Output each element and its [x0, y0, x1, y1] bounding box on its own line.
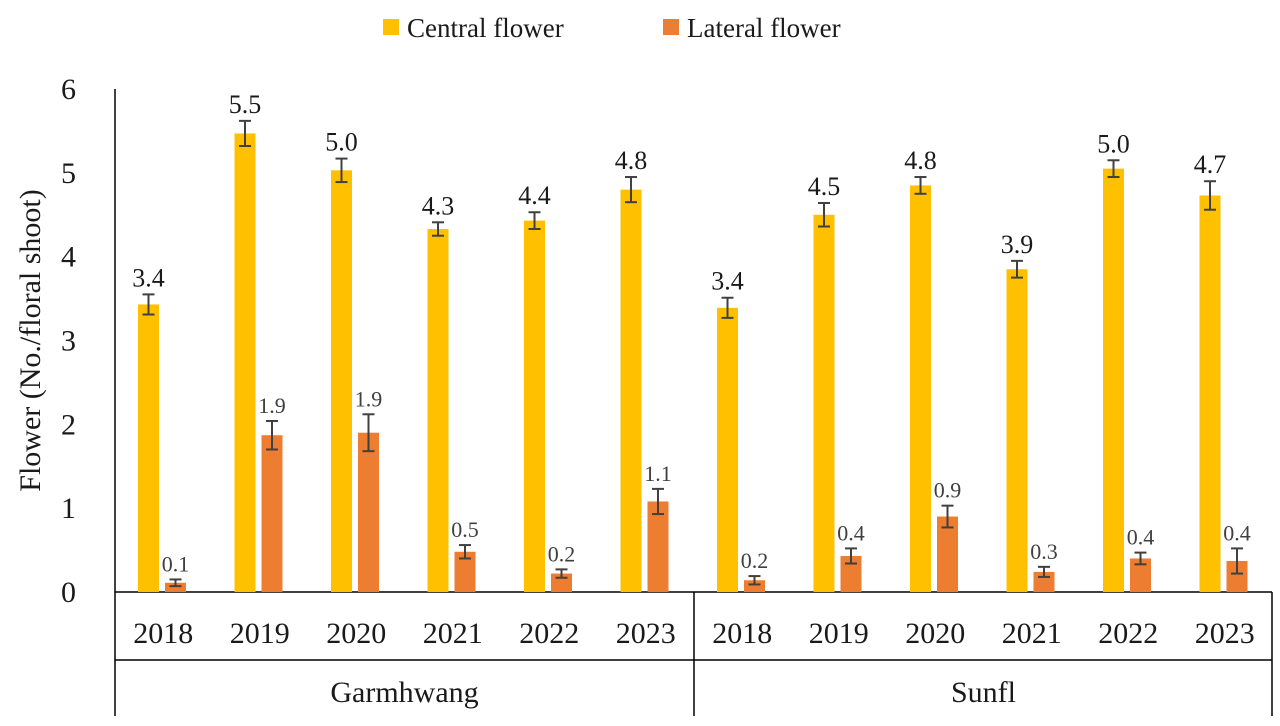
x-tick-label: 2023: [616, 617, 676, 650]
x-tick-label: 2021: [423, 617, 483, 650]
lateral-data-label: 1.9: [355, 386, 383, 411]
lateral-data-label: 0.5: [451, 517, 479, 542]
x-tick-label: 2022: [1098, 617, 1158, 650]
x-tick-label: 2022: [519, 617, 579, 650]
x-tick-label: 2021: [1002, 617, 1062, 650]
y-tick-label: 0: [61, 576, 76, 609]
lateral-bar: [937, 516, 958, 592]
lateral-data-label: 0.2: [548, 541, 576, 566]
central-bar: [138, 304, 159, 592]
central-bar: [524, 220, 545, 592]
y-axis-label: Flower (No./floral shoot): [14, 189, 47, 491]
central-data-label: 5.5: [229, 90, 262, 119]
central-data-label: 3.4: [132, 263, 165, 292]
central-data-label: 4.7: [1194, 150, 1227, 179]
group-label-0: Garmhwang: [330, 676, 478, 709]
y-tick-label: 3: [61, 325, 76, 358]
legend-swatch-0: [383, 19, 399, 35]
x-tick-label: 2018: [712, 617, 772, 650]
lateral-data-label: 0.9: [934, 478, 962, 503]
central-data-label: 4.8: [904, 146, 937, 175]
x-tick-label: 2020: [905, 617, 965, 650]
legend-label-0: Central flower: [407, 13, 564, 43]
lateral-bar: [744, 580, 765, 592]
y-tick-label: 2: [61, 408, 76, 441]
central-bar: [234, 133, 256, 592]
central-data-label: 5.0: [325, 128, 358, 157]
x-tick-label: 2020: [326, 617, 386, 650]
central-bar: [813, 214, 835, 592]
lateral-bar: [647, 501, 669, 592]
y-tick-label: 6: [61, 73, 76, 106]
lateral-bar: [1130, 558, 1151, 592]
lateral-bar: [261, 435, 283, 592]
x-tick-label: 2018: [133, 617, 193, 650]
y-tick-label: 4: [61, 241, 76, 274]
lateral-bar: [165, 582, 186, 592]
lateral-data-label: 1.9: [258, 393, 286, 418]
central-bar: [1103, 168, 1124, 592]
central-bar: [1199, 195, 1221, 593]
lateral-bar: [1226, 560, 1248, 592]
central-data-label: 4.4: [518, 181, 551, 210]
y-tick-label: 1: [61, 492, 76, 525]
legend-swatch-1: [663, 19, 679, 35]
x-tick-label: 2019: [230, 617, 290, 650]
central-bar: [620, 189, 642, 592]
group-label-1: Sunfl: [951, 676, 1016, 709]
central-bar: [717, 307, 738, 592]
lateral-bar: [840, 555, 862, 592]
axes: 0 1 2 3 4 5 6 Garmhwang Sunfl 2018 2019 2020 2021 202…: [61, 73, 1273, 716]
central-data-label: 3.4: [711, 267, 744, 296]
central-data-label: 4.3: [422, 191, 455, 220]
central-bar: [427, 229, 449, 593]
x-tick-label: 2019: [809, 617, 869, 650]
lateral-data-label: 0.4: [837, 520, 865, 545]
central-data-label: 4.5: [808, 172, 841, 201]
legend-label-1: Lateral flower: [687, 13, 841, 43]
lateral-data-label: 0.4: [1127, 525, 1155, 550]
lateral-data-label: 0.4: [1223, 520, 1251, 545]
lateral-data-label: 0.3: [1030, 539, 1058, 564]
lateral-data-label: 0.1: [162, 551, 190, 576]
lateral-bar: [358, 432, 379, 592]
central-data-label: 4.8: [615, 146, 648, 175]
central-bar: [331, 170, 352, 592]
lateral-data-label: 1.1: [644, 461, 672, 486]
y-axis-label-group: Flower (No./floral shoot): [14, 189, 47, 491]
lateral-bar: [454, 551, 476, 592]
data-labels: 3.4 5.5 5.0 4.3 4.4 4.8 3.4 4.5 4.8 3.9 5.0 4.7 0.1 1…: [132, 90, 1251, 577]
bars: [138, 119, 1248, 593]
lateral-data-label: 0.2: [741, 548, 769, 573]
central-data-label: 5.0: [1097, 129, 1130, 158]
central-data-label: 3.9: [1001, 230, 1034, 259]
y-tick-label: 5: [61, 157, 76, 190]
legend: Central flower Lateral flower: [383, 13, 841, 43]
central-bar: [1006, 269, 1028, 592]
central-bar: [910, 185, 931, 593]
x-tick-label: 2023: [1195, 617, 1255, 650]
